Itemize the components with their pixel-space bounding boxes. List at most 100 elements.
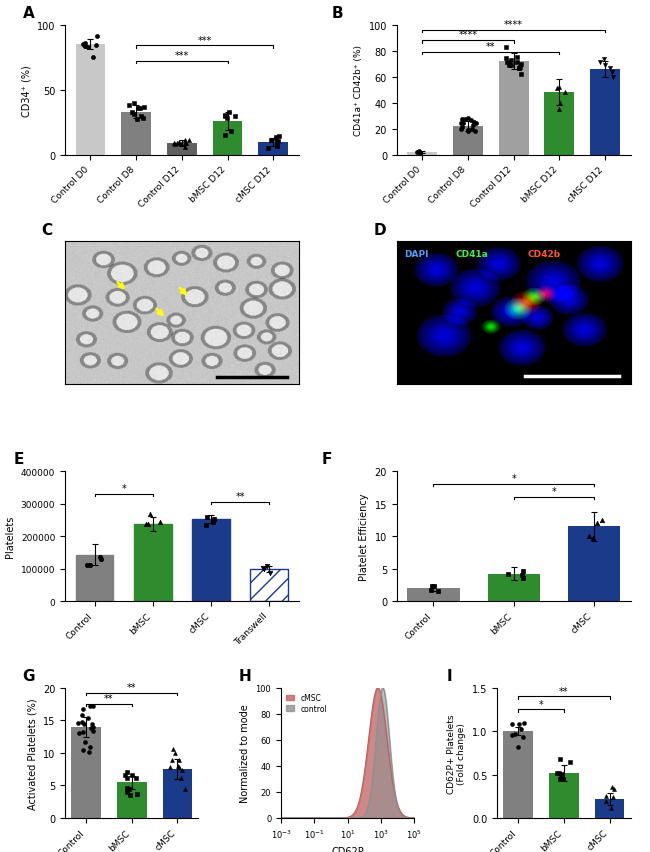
Point bbox=[127, 769, 138, 782]
Point bbox=[168, 743, 178, 757]
Point bbox=[608, 782, 619, 796]
Point bbox=[167, 753, 177, 767]
Point bbox=[515, 58, 526, 72]
Bar bbox=[545, 93, 574, 155]
Point bbox=[224, 106, 235, 119]
Point bbox=[80, 37, 90, 50]
Point bbox=[471, 117, 481, 130]
Point bbox=[465, 114, 476, 128]
Bar bbox=[162, 769, 192, 818]
Text: **: ** bbox=[559, 686, 569, 696]
Point bbox=[607, 791, 618, 804]
Point bbox=[551, 82, 562, 95]
Point bbox=[73, 717, 83, 730]
Point bbox=[608, 71, 618, 84]
Bar bbox=[595, 799, 625, 818]
Bar bbox=[549, 773, 578, 818]
Point bbox=[517, 730, 528, 744]
Point bbox=[172, 137, 182, 151]
Point bbox=[457, 121, 467, 135]
Point bbox=[138, 101, 149, 115]
Point bbox=[135, 101, 145, 115]
Y-axis label: CD34⁺ (%): CD34⁺ (%) bbox=[21, 65, 31, 117]
Point bbox=[274, 130, 284, 144]
Point bbox=[259, 562, 269, 576]
Point bbox=[155, 515, 165, 529]
Point bbox=[84, 746, 94, 759]
Point bbox=[122, 780, 132, 794]
Legend: cMSC, control: cMSC, control bbox=[285, 692, 328, 714]
Bar bbox=[122, 112, 151, 155]
Bar bbox=[258, 142, 288, 155]
Point bbox=[138, 112, 148, 126]
Point bbox=[83, 41, 93, 55]
Point bbox=[604, 62, 615, 76]
Point bbox=[207, 515, 218, 529]
Point bbox=[606, 780, 617, 794]
Text: F: F bbox=[322, 452, 332, 467]
Point bbox=[606, 66, 617, 79]
Point bbox=[80, 41, 90, 55]
Point bbox=[597, 514, 607, 527]
Point bbox=[413, 145, 424, 158]
Point bbox=[512, 55, 523, 69]
Point bbox=[272, 136, 282, 150]
Point bbox=[170, 746, 180, 760]
Point bbox=[169, 137, 179, 151]
Point bbox=[517, 572, 528, 585]
Bar bbox=[134, 524, 172, 602]
Text: A: A bbox=[23, 6, 34, 20]
Point bbox=[469, 124, 480, 138]
Point bbox=[272, 140, 283, 153]
Point bbox=[515, 68, 526, 82]
Point bbox=[506, 55, 516, 68]
Point bbox=[555, 96, 566, 110]
Point bbox=[88, 699, 98, 712]
Point bbox=[415, 147, 425, 161]
Point bbox=[265, 567, 275, 580]
Point bbox=[554, 772, 565, 786]
Text: **: ** bbox=[104, 694, 114, 704]
Point bbox=[202, 510, 213, 524]
Point bbox=[177, 763, 187, 777]
Point bbox=[85, 699, 96, 713]
Bar bbox=[453, 127, 483, 155]
Point bbox=[512, 51, 523, 65]
Point bbox=[170, 138, 180, 152]
Point bbox=[599, 54, 609, 67]
Y-axis label: Normalized to mode: Normalized to mode bbox=[240, 704, 250, 803]
Point bbox=[124, 100, 135, 113]
Point bbox=[552, 767, 563, 780]
Point bbox=[556, 768, 566, 781]
Point bbox=[606, 801, 616, 815]
Point bbox=[92, 30, 102, 43]
Point bbox=[136, 110, 146, 124]
Text: **: ** bbox=[486, 42, 495, 52]
Point bbox=[457, 113, 467, 127]
Point bbox=[220, 129, 230, 142]
Bar bbox=[75, 555, 114, 602]
Point bbox=[426, 579, 437, 593]
Point bbox=[174, 761, 184, 774]
Point bbox=[600, 59, 610, 72]
Point bbox=[463, 112, 473, 125]
Point bbox=[180, 134, 190, 147]
Point bbox=[554, 767, 564, 780]
Text: *: * bbox=[122, 484, 126, 493]
Point bbox=[141, 518, 151, 532]
Point bbox=[86, 717, 97, 730]
Point bbox=[514, 717, 524, 731]
Point bbox=[270, 130, 281, 144]
Point bbox=[460, 112, 470, 126]
Point bbox=[181, 137, 191, 151]
Point bbox=[78, 38, 88, 52]
Bar bbox=[71, 727, 101, 818]
Text: *: * bbox=[512, 474, 516, 484]
Text: ****: **** bbox=[504, 20, 523, 30]
Point bbox=[506, 728, 517, 742]
Point bbox=[180, 141, 190, 154]
Point bbox=[601, 794, 612, 808]
Point bbox=[588, 532, 598, 545]
Point bbox=[463, 125, 473, 139]
Point bbox=[504, 60, 514, 73]
